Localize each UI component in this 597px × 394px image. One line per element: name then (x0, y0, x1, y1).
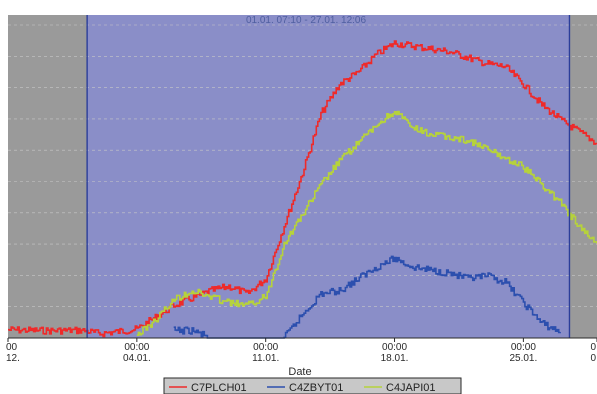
x-tick-date-label: 11.01. (252, 353, 279, 364)
x-tick-date-label: 12. (6, 353, 20, 364)
x-tick-time-label: 00:00 (253, 342, 278, 353)
x-tick-time-label: 00 (6, 342, 18, 353)
x-tick-date-label: 0 (590, 353, 596, 364)
x-tick-date-label: 25.01. (509, 353, 537, 364)
x-tick-time-label: 00:00 (124, 342, 149, 353)
x-tick-date-label: 04.01. (123, 353, 151, 364)
legend-box (163, 377, 462, 394)
legend: C7PLCH01 C4ZBYT01 C4JAPI01 (163, 377, 462, 394)
selected-range-label: 01.01. 07:10 - 27.01. 12:06 (246, 15, 367, 26)
legend-label-c4zbyt01: C4ZBYT01 (289, 382, 343, 394)
legend-label-c7plch01: C7PLCH01 (191, 382, 247, 394)
x-tick-time-label: 0 (590, 342, 596, 353)
x-tick-date-label: 18.01. (381, 353, 409, 364)
x-tick-time-label: 00:00 (511, 342, 536, 353)
series-line-c4japi01 (136, 110, 597, 336)
x-axis-label: Date (288, 366, 311, 378)
x-tick-time-label: 00:00 (382, 342, 407, 353)
legend-label-c4japi01: C4JAPI01 (386, 382, 436, 394)
series-line-c7plch01 (8, 40, 597, 338)
